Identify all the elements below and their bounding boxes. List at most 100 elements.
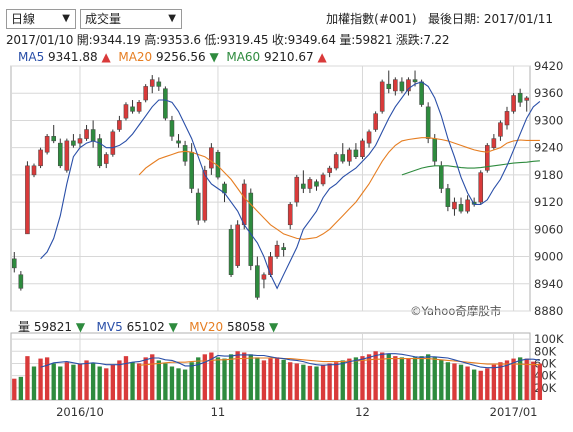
close-value: 9349.64 [287, 33, 336, 47]
candle-body [406, 79, 411, 92]
volume-y-tick-label: 80K [534, 344, 557, 358]
volume-y-tick-label: 100K [534, 332, 564, 346]
candle-body [340, 154, 346, 162]
volume-bar [189, 362, 194, 400]
candle-body [110, 131, 116, 155]
candle-body [504, 111, 510, 126]
candle-body [51, 136, 56, 142]
volume-bar [235, 351, 240, 400]
candle-body [274, 244, 280, 257]
volume-indicator-select[interactable]: 成交量 ▼ [80, 9, 182, 29]
volume-bar [261, 360, 267, 400]
volume-bar [84, 360, 89, 400]
volume-bar [366, 354, 372, 400]
chevron-down-icon: ▼ [168, 13, 176, 24]
mv5-value: 65102 [126, 320, 165, 334]
volume-bar [465, 366, 470, 400]
volume-bar [445, 362, 451, 400]
period-select[interactable]: 日線 ▼ [6, 9, 76, 29]
volume-bar [44, 357, 50, 400]
volume-bar [327, 363, 332, 400]
x-tick-label: 11 [211, 405, 226, 419]
candle-body [71, 140, 76, 146]
volume-bar [406, 358, 411, 400]
candle-body [235, 224, 240, 266]
volume-y-tick-label: 20K [534, 381, 557, 395]
volume-bar [452, 363, 457, 400]
volume-bar [268, 358, 273, 400]
vol-label: 量 [18, 320, 31, 334]
volume-bar [478, 370, 483, 400]
candle-body [57, 142, 63, 167]
candle-body [117, 120, 122, 130]
volume-bar [242, 352, 247, 400]
price-panel-frame [10, 65, 531, 312]
volume-bar [104, 368, 109, 400]
candle-body [281, 247, 286, 250]
volume-bar [347, 358, 352, 400]
volume-bar [228, 354, 234, 400]
candle-body [320, 174, 326, 185]
volume-bar [202, 354, 207, 400]
index-header: 加權指數(#001) 最後日期: 2017/01/11 [326, 10, 553, 27]
volume-bar [393, 356, 398, 400]
volume-bar [281, 359, 286, 400]
mv5-label: MV5 [96, 320, 123, 334]
candle-body [517, 92, 523, 103]
volume-bar [97, 366, 102, 400]
volume-bar [77, 363, 83, 400]
high-label: 高: [144, 33, 160, 47]
volume-bar [524, 358, 529, 400]
mv5-arrow-icon: ▼ [168, 320, 178, 334]
candle-body [294, 176, 300, 203]
price-y-tick-label: 9300 [534, 113, 563, 127]
volume-bar [517, 357, 523, 400]
volume-bar [471, 369, 477, 400]
volume-bar [136, 363, 142, 400]
candle-body [393, 79, 398, 92]
candle-body [77, 138, 83, 144]
candle-body [439, 165, 444, 189]
candle-body [149, 79, 155, 87]
ma5-label: MA5 [18, 50, 45, 64]
low-value: 9319.45 [220, 33, 269, 47]
x-tick-label: 2016/10 [56, 405, 104, 419]
volume-bar [58, 366, 63, 400]
volume-label: 量: [339, 33, 356, 47]
candle-body [412, 79, 418, 83]
volume-bar [491, 364, 497, 400]
candle-body [169, 120, 175, 137]
watermark: ©Yahoo奇摩股市 [410, 304, 502, 318]
volume-bar [110, 364, 115, 400]
volume-bar [432, 357, 437, 400]
volume-bar [38, 358, 43, 400]
candle-body [445, 188, 451, 207]
high-value: 9353.6 [159, 33, 201, 47]
ma5-arrow-icon: ▲ [101, 50, 111, 64]
candle-body [18, 274, 24, 289]
candle-body [163, 88, 168, 119]
volume-bar [182, 369, 188, 400]
price-y-tick-label: 8880 [534, 304, 563, 318]
candle-body [38, 149, 43, 167]
candle-body [97, 138, 102, 167]
volume-bar [31, 366, 37, 400]
open-label: 開: [76, 33, 93, 47]
candle-body [123, 104, 129, 119]
mv20-label: MV20 [189, 320, 224, 334]
volume-bar [130, 362, 135, 400]
volume-bar [64, 362, 70, 400]
ma20-line [138, 137, 540, 240]
volume-bar [12, 378, 17, 400]
candle-body [471, 201, 477, 205]
ma20-label: MA20 [118, 50, 153, 64]
candle-body [485, 145, 490, 171]
mv20-arrow-icon: ▼ [268, 320, 279, 334]
open-value: 9344.19 [92, 33, 141, 47]
candle-body [64, 140, 70, 171]
candle-body [31, 165, 37, 176]
candle-body [366, 131, 372, 144]
price-y-tick-label: 9000 [534, 250, 563, 264]
volume-select-value: 成交量 [85, 12, 122, 26]
candle-body [524, 97, 530, 101]
